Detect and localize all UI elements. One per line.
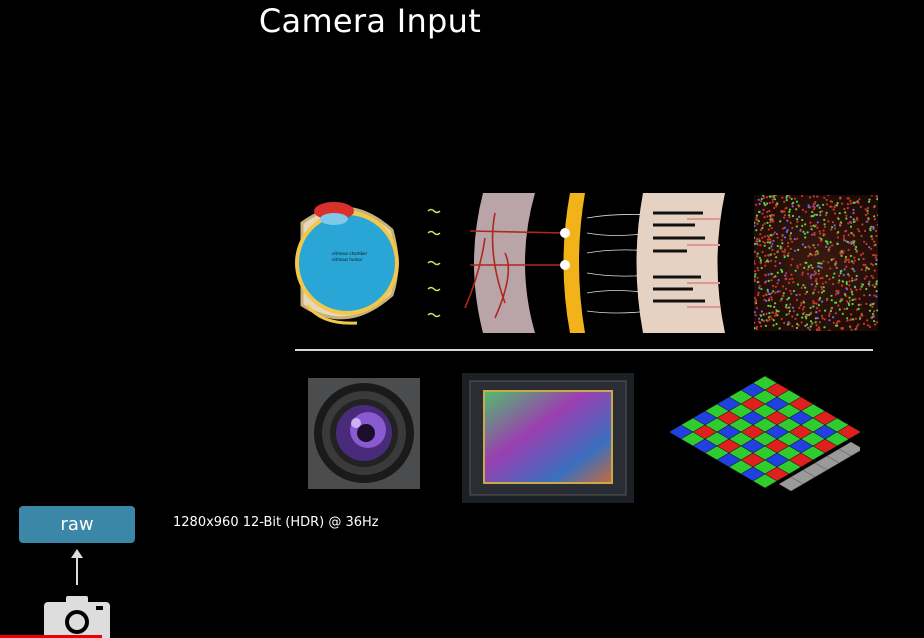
raw-button[interactable]: raw	[19, 506, 135, 543]
eye-diagram: vitreous chamber vitreous humor	[295, 202, 399, 325]
camera-spec-text: 1280x960 12-Bit (HDR) @ 36Hz	[173, 515, 379, 530]
cone-mosaic	[752, 193, 879, 332]
video-progress-bar[interactable]	[0, 635, 102, 638]
slide-title: Camera Input	[258, 2, 482, 40]
image-sensor-photo	[462, 373, 634, 503]
eye-label-1: vitreous chamber	[332, 251, 367, 256]
retina-diagram	[427, 193, 725, 333]
eye-label-2: vitreous humor	[332, 257, 363, 262]
camera-lens-photo	[308, 378, 420, 489]
bayer-filter-diagram	[670, 375, 860, 492]
camera-icon	[44, 596, 110, 638]
divider-line	[295, 349, 873, 351]
arrow-shaft	[76, 553, 78, 585]
